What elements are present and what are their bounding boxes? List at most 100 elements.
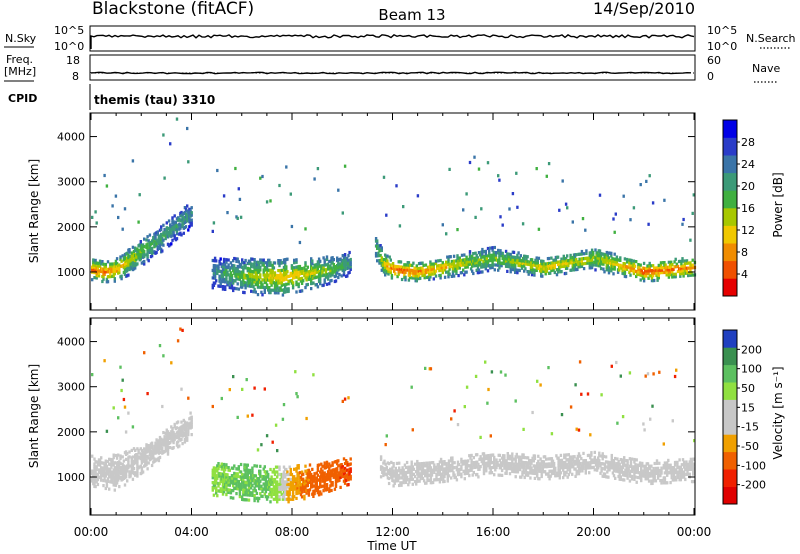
data-cell — [538, 477, 541, 481]
data-cell — [422, 271, 425, 275]
data-cell — [228, 468, 231, 472]
data-cell — [530, 265, 534, 269]
scatter-cell — [295, 392, 298, 396]
data-cell — [127, 253, 130, 257]
scatter-cell — [395, 184, 398, 188]
data-cell — [148, 233, 152, 237]
scatter-cell — [521, 222, 525, 226]
data-cell — [284, 492, 287, 496]
data-cell — [468, 250, 472, 254]
data-cell — [233, 264, 236, 268]
data-cell — [300, 266, 304, 271]
data-cell — [547, 261, 551, 265]
data-cell — [190, 218, 193, 222]
data-cell — [287, 485, 290, 489]
data-cell — [97, 274, 101, 278]
data-cell — [174, 220, 178, 224]
data-cell — [109, 475, 112, 479]
data-cell — [321, 477, 324, 481]
data-cell — [328, 474, 331, 478]
data-cell — [284, 290, 287, 294]
data-cell — [481, 270, 484, 274]
data-cell — [384, 467, 387, 471]
data-cell — [337, 261, 340, 265]
data-cell — [215, 279, 218, 283]
data-cell — [520, 266, 524, 270]
data-cell — [272, 497, 276, 501]
data-cell — [646, 469, 650, 473]
data-cell — [582, 466, 585, 470]
data-cell — [685, 269, 689, 273]
nsky-trace — [90, 33, 695, 49]
data-cell — [491, 261, 494, 265]
data-cell — [550, 457, 554, 461]
data-cell — [229, 496, 233, 500]
data-cell — [215, 466, 218, 470]
nsearch-label: N.Search — [746, 32, 796, 45]
data-cell — [612, 474, 616, 478]
data-cell — [104, 270, 107, 274]
data-cell — [145, 443, 148, 447]
data-cell — [349, 265, 352, 269]
data-cell — [494, 263, 498, 267]
data-cell — [136, 262, 139, 266]
data-cell — [150, 441, 154, 445]
data-cell — [166, 452, 170, 456]
data-cell — [396, 275, 399, 279]
data-cell — [229, 491, 233, 495]
data-cell — [446, 476, 449, 481]
data-cell — [111, 480, 114, 484]
data-cell — [145, 445, 148, 449]
data-cell — [690, 271, 693, 275]
data-cell — [244, 283, 247, 287]
data-cell — [507, 467, 511, 471]
data-cell — [319, 277, 322, 281]
scatter-cell — [111, 204, 114, 208]
data-cell — [119, 257, 122, 262]
data-cell — [597, 256, 600, 260]
data-cell — [258, 263, 261, 267]
data-cell — [629, 263, 632, 267]
data-cell — [227, 483, 230, 487]
data-cell — [409, 465, 412, 469]
data-cell — [420, 462, 423, 466]
data-cell — [472, 461, 475, 465]
data-cell — [253, 464, 256, 468]
data-cell — [140, 466, 144, 470]
data-cell — [176, 440, 180, 444]
data-cell — [127, 461, 130, 465]
data-cell — [509, 270, 512, 274]
data-cell — [293, 276, 296, 280]
data-cell — [311, 259, 314, 263]
data-cell — [625, 257, 629, 262]
data-cell — [188, 225, 191, 229]
data-cell — [445, 260, 448, 264]
data-cell — [400, 468, 403, 472]
data-cell — [408, 276, 412, 280]
scatter-cell — [260, 443, 263, 447]
colorbar-tick-label: 8 — [741, 246, 748, 259]
data-cell — [317, 463, 321, 467]
data-cell — [445, 462, 448, 466]
data-cell — [383, 459, 386, 463]
data-cell — [127, 273, 130, 277]
data-cell — [144, 456, 147, 460]
data-cell — [317, 485, 321, 489]
data-cell — [227, 263, 230, 267]
data-cell — [263, 465, 266, 469]
data-cell — [536, 472, 539, 476]
data-cell — [95, 467, 98, 471]
data-cell — [190, 211, 193, 215]
data-cell — [515, 452, 518, 456]
data-cell — [134, 448, 137, 452]
data-cell — [474, 256, 477, 260]
data-cell — [287, 289, 290, 293]
data-cell — [282, 265, 286, 269]
data-cell — [471, 254, 474, 258]
data-cell — [458, 472, 461, 477]
data-cell — [250, 264, 253, 269]
data-cell — [588, 471, 591, 475]
data-cell — [413, 475, 417, 479]
data-cell — [114, 473, 118, 477]
data-cell — [676, 264, 680, 269]
